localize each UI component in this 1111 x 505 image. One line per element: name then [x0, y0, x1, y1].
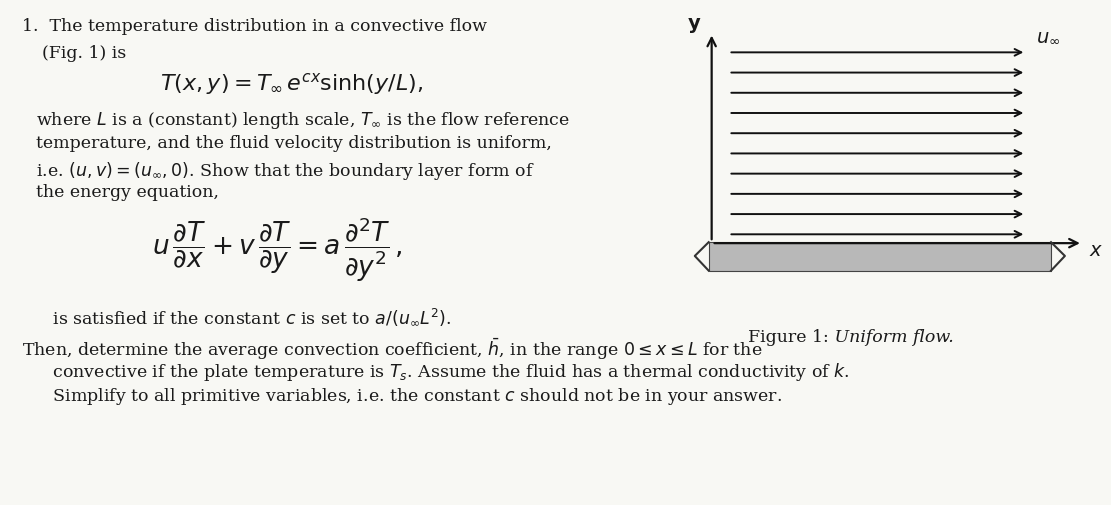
- Text: $x$: $x$: [1089, 241, 1103, 260]
- Text: (Fig. 1) is: (Fig. 1) is: [42, 45, 127, 62]
- Text: Simplify to all primitive variables, i.e. the constant $c$ should not be in your: Simplify to all primitive variables, i.e…: [36, 385, 782, 406]
- Text: Figure 1:: Figure 1:: [749, 328, 829, 345]
- Bar: [709, 243, 1051, 271]
- Text: temperature, and the fluid velocity distribution is uniform,: temperature, and the fluid velocity dist…: [36, 135, 552, 152]
- Text: where $L$ is a (constant) length scale, $T_{\infty}$ is the flow reference: where $L$ is a (constant) length scale, …: [36, 110, 570, 131]
- Text: convective if the plate temperature is $T_s$. Assume the fluid has a thermal con: convective if the plate temperature is $…: [36, 361, 850, 382]
- Text: Uniform flow.: Uniform flow.: [818, 328, 953, 345]
- Text: is satisfied if the constant $c$ is set to $a/(u_{\infty} L^2)$.: is satisfied if the constant $c$ is set …: [36, 307, 451, 328]
- Text: Then, determine the average convection coefficient, $\bar{h}$, in the range $0 \: Then, determine the average convection c…: [22, 336, 762, 362]
- Text: $u_{\infty}$: $u_{\infty}$: [1037, 27, 1060, 45]
- Text: $T(x, y) = T_{\infty}\, e^{cx} \sinh(y/L),$: $T(x, y) = T_{\infty}\, e^{cx} \sinh(y/L…: [160, 71, 423, 97]
- Text: $\mathbf{y}$: $\mathbf{y}$: [687, 16, 701, 35]
- Text: i.e. $(u, v) = (u_{\infty}, 0)$. Show that the boundary layer form of: i.e. $(u, v) = (u_{\infty}, 0)$. Show th…: [36, 159, 534, 181]
- Text: the energy equation,: the energy equation,: [36, 184, 219, 201]
- Text: $u\,\dfrac{\partial T}{\partial x} + v\,\dfrac{\partial T}{\partial y} = a\,\dfr: $u\,\dfrac{\partial T}{\partial x} + v\,…: [152, 215, 402, 283]
- Text: 1.  The temperature distribution in a convective flow: 1. The temperature distribution in a con…: [22, 18, 487, 35]
